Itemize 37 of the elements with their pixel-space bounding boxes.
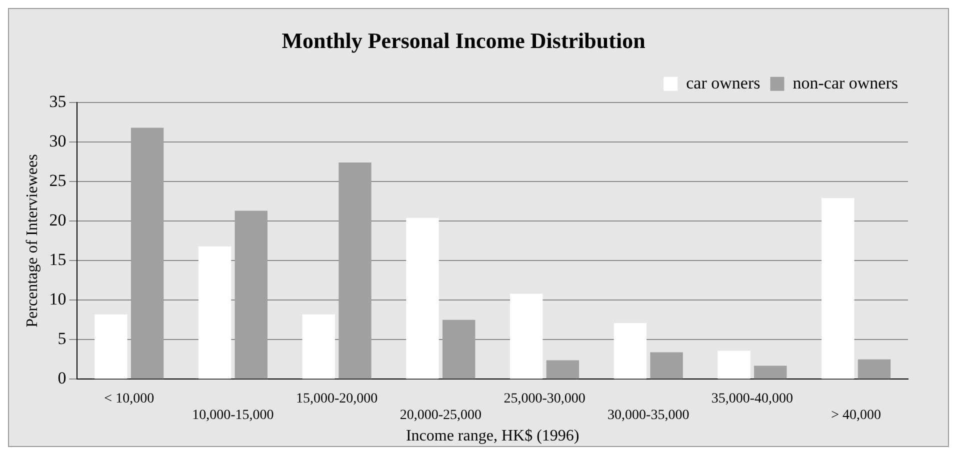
bar [546,360,580,379]
x-tick-label: 35,000-40,000 [711,391,794,406]
chart-title: Monthly Personal Income Distribution [282,28,646,53]
bar [754,366,787,379]
legend-label: non-car owners [792,73,898,92]
y-axis-title: Percentage of Interviewees [24,154,41,328]
x-tick-label: 15,000-20,000 [296,391,378,406]
x-tick-label: 20,000-25,000 [400,408,482,424]
x-axis-title: Income range, HK$ (1996) [406,428,580,445]
bar [442,320,476,379]
bar [198,246,232,379]
bar [614,323,647,379]
y-tick-label: 20 [49,210,66,230]
bar [234,210,268,379]
bar [94,314,128,379]
x-tick-label: 10,000-15,000 [192,408,274,424]
x-tick-label: 25,000-30,000 [504,391,586,406]
bar [406,218,439,379]
bar [718,350,750,379]
bar [302,314,336,379]
y-tick-label: 0 [58,368,66,388]
bar [858,359,891,379]
y-tick-label: 25 [49,170,66,190]
y-tick-label: 5 [58,329,66,348]
y-tick-label: 35 [49,92,66,111]
x-tick-label: < 10,000 [104,391,154,406]
bar [510,294,543,379]
y-tick-label: 10 [49,290,66,309]
bar [338,162,372,379]
x-tick-label: > 40,000 [831,408,882,424]
legend-label: car owners [686,73,760,92]
bar [822,198,854,379]
x-tick-label: 30,000-35,000 [608,408,690,424]
bar [130,128,164,379]
y-tick-label: 30 [49,131,66,150]
y-tick-label: 15 [49,250,66,270]
bar [650,352,683,379]
